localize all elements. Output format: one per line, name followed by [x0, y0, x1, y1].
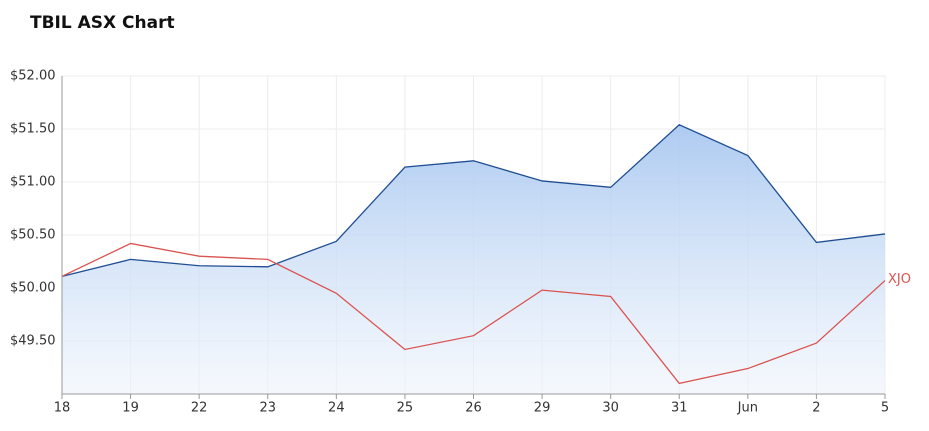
- x-tick-label: 25: [397, 401, 414, 416]
- x-tick-label: 26: [465, 401, 482, 416]
- x-tick-label: 18: [54, 401, 71, 416]
- x-tick-label: 30: [602, 401, 619, 416]
- chart-title: TBIL ASX Chart: [30, 13, 175, 33]
- x-tick-label: 31: [671, 401, 688, 416]
- x-tick-label: 19: [122, 401, 139, 416]
- area: [62, 124, 885, 394]
- x-tick-label: 29: [534, 401, 551, 416]
- series-label: XJO: [888, 272, 911, 287]
- x-tick-label: 22: [191, 401, 208, 416]
- line: [61, 242, 886, 385]
- y-tick-label: $50.50: [10, 228, 56, 243]
- x-tick-label: Jun: [737, 401, 758, 416]
- x-tick-label: 5: [881, 401, 889, 416]
- x-tick-label: 23: [259, 401, 276, 416]
- y-tick-label: $49.50: [10, 334, 56, 349]
- x-tick-label: 2: [812, 401, 820, 416]
- y-tick-label: $50.00: [10, 281, 56, 296]
- line: [61, 123, 886, 277]
- y-tick-label: $51.00: [10, 175, 56, 190]
- x-tick-label: 24: [328, 401, 345, 416]
- y-tick-label: $51.50: [10, 122, 56, 137]
- y-tick-label: $52.00: [10, 69, 56, 84]
